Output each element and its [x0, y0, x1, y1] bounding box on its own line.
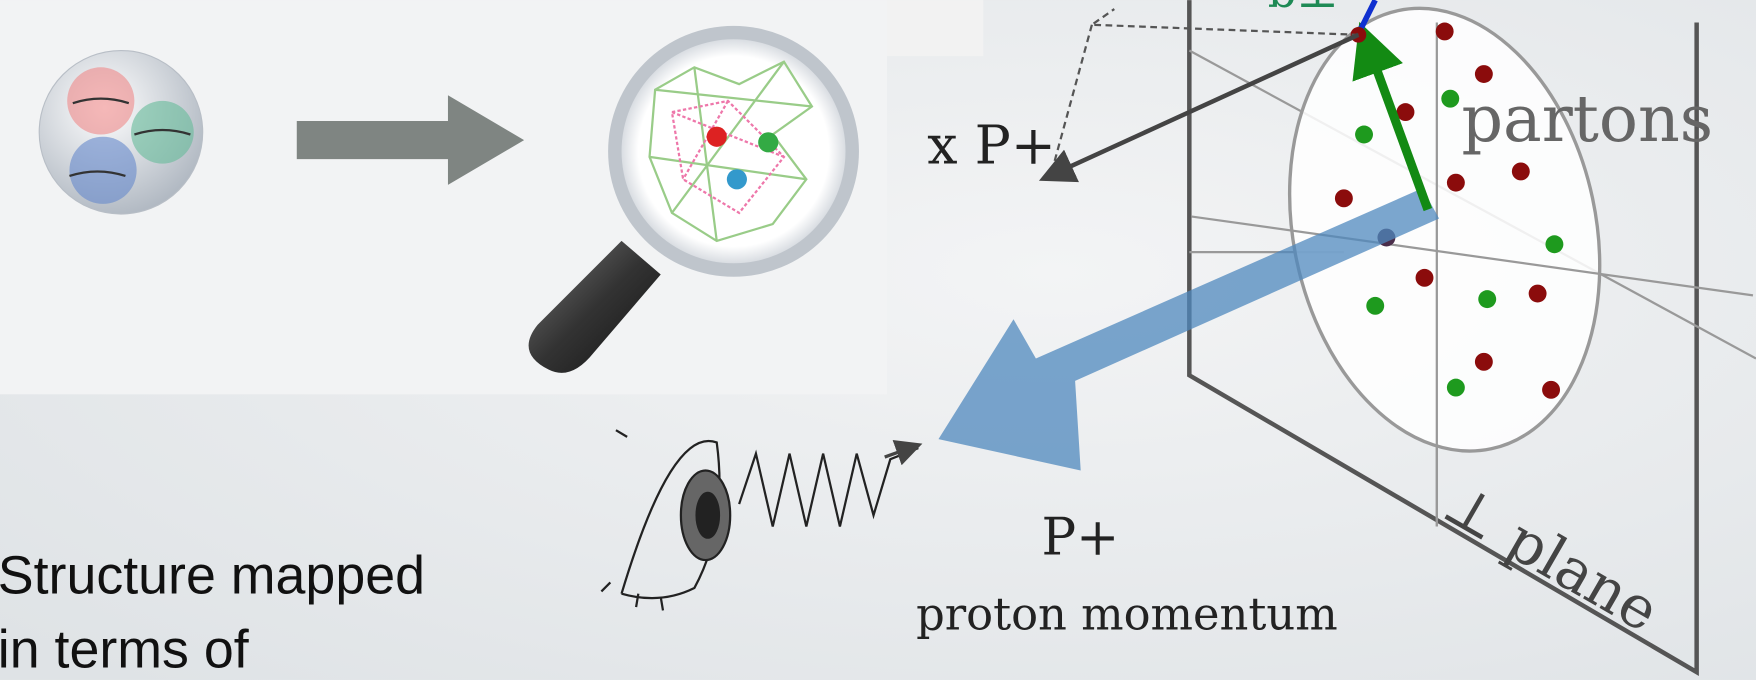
label: proton momentum — [916, 587, 1338, 640]
proton-icon — [39, 51, 203, 215]
label: partons — [1461, 82, 1713, 157]
slide: b⊥ x P+ partons ⊥ plane P+ proton moment… — [0, 0, 1756, 680]
label: b⊥ — [1268, 0, 1339, 18]
body-text: Structure mapped — [0, 546, 425, 606]
body-text: in terms of — [0, 620, 250, 680]
label: x P+ — [927, 114, 1056, 177]
label: P+ — [1042, 507, 1120, 567]
page: b⊥ x P+ partons ⊥ plane P+ proton moment… — [0, 0, 1756, 680]
